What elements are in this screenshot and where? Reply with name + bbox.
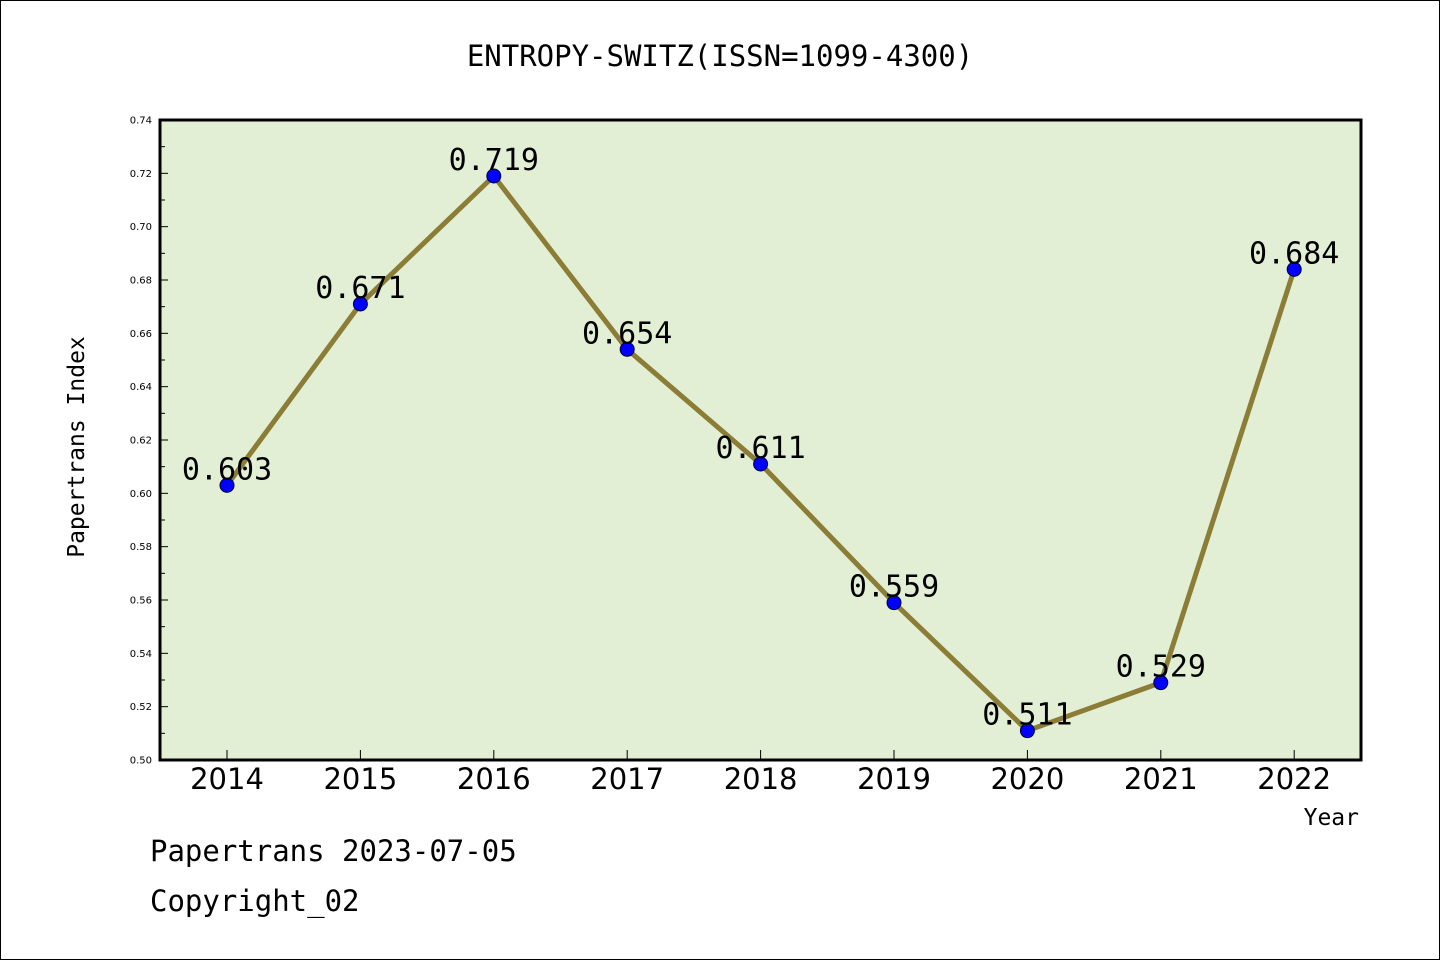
- data-point: [352, 296, 368, 312]
- y-tick-label: 0.62: [130, 436, 152, 447]
- x-tick-label: 2022: [1257, 762, 1331, 796]
- y-tick-label: 0.70: [130, 222, 152, 233]
- data-label: 0.611: [715, 431, 805, 466]
- data-label: 0.654: [582, 316, 672, 351]
- data-point: [1019, 723, 1035, 739]
- x-axis-tick-labels: 2014 2015 2016 2017 2018 2019 2020 2021 2022: [190, 762, 1331, 796]
- chart-title: ENTROPY-SWITZ(ISSN=1099-4300): [467, 39, 973, 73]
- y-tick-label: 0.52: [130, 702, 152, 713]
- data-point: [619, 341, 635, 357]
- data-points: [219, 168, 1302, 739]
- y-tick-label: 0.68: [130, 276, 152, 287]
- x-tick-label: 2021: [1124, 762, 1198, 796]
- y-tick-label: 0.64: [130, 382, 152, 393]
- plot-border: [158, 118, 1363, 762]
- y-tick-label: 0.66: [130, 329, 152, 340]
- data-point: [1286, 261, 1302, 277]
- data-label: 0.684: [1249, 236, 1339, 271]
- x-tick-label: 2015: [323, 762, 397, 796]
- data-label: 0.529: [1116, 650, 1206, 685]
- x-tick-label: 2020: [990, 762, 1064, 796]
- x-tick-label: 2014: [190, 762, 264, 796]
- data-point: [1153, 675, 1169, 691]
- data-labels: 0.603 0.671 0.719 0.654 0.611 0.559 0.511 0.529…: [182, 143, 1340, 733]
- y-tick-label: 0.54: [130, 649, 152, 660]
- plot-area: [160, 120, 1361, 760]
- footer-date-text: Papertrans 2023-07-05: [150, 834, 517, 868]
- y-tick-label: 0.72: [130, 169, 152, 180]
- data-point: [753, 456, 769, 472]
- y-tick-label: 0.56: [130, 596, 152, 607]
- x-tick-label: 2018: [724, 762, 798, 796]
- y-axis-label: Papertrans Index: [64, 336, 90, 558]
- x-tick-label: 2019: [857, 762, 931, 796]
- data-point: [486, 168, 502, 184]
- data-label: 0.671: [315, 271, 405, 306]
- x-axis-label: Year: [1304, 805, 1359, 831]
- x-tick-label: 2016: [457, 762, 531, 796]
- data-label: 0.511: [982, 698, 1072, 733]
- data-label: 0.559: [849, 570, 939, 605]
- data-point: [886, 595, 902, 611]
- x-tick-label: 2017: [590, 762, 664, 796]
- data-point: [219, 477, 235, 493]
- footer-copyright-text: Copyright_02: [150, 884, 360, 918]
- data-label: 0.719: [449, 143, 539, 178]
- y-axis-tick-labels: 0.50 0.52 0.54 0.56 0.58 0.60 0.62 0.64 0.66 0.68…: [130, 116, 152, 767]
- y-tick-label: 0.58: [130, 542, 152, 553]
- y-tick-label: 0.50: [130, 756, 152, 767]
- y-tick-label: 0.74: [130, 116, 152, 127]
- y-tick-label: 0.60: [130, 489, 152, 500]
- x-axis-ticks: [226, 750, 1295, 760]
- data-label: 0.603: [182, 452, 272, 487]
